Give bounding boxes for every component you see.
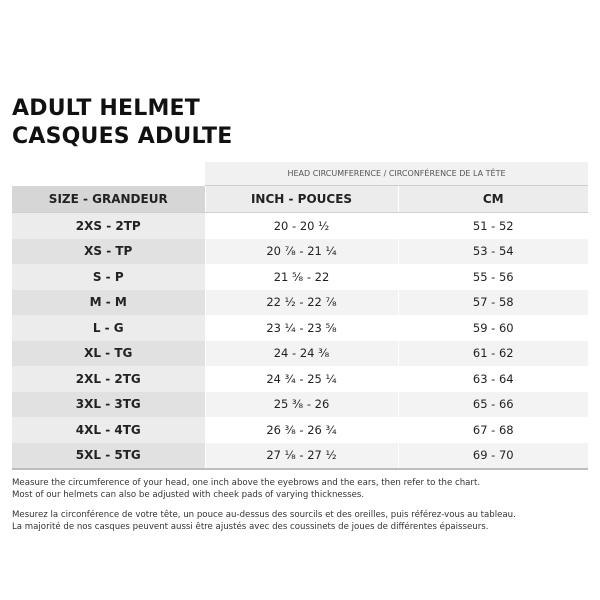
table-row: 5XL - 5TG 27 ¹⁄₈ - 27 ¹⁄₂ 69 - 70 (12, 442, 588, 470)
table-row: 2XS - 2TP 20 - 20 ¹⁄₂ 51 - 52 (12, 212, 588, 239)
size-cell: S - P (12, 264, 206, 290)
size-chart-table: SIZE - GRANDEUR INCH - POUCES CM 2XS - 2… (12, 186, 588, 470)
cm-cell: 55 - 56 (398, 264, 588, 290)
column-header-inch: INCH - POUCES (205, 186, 399, 213)
inch-cell: 21 ⁵⁄₈ - 22 (205, 264, 399, 290)
size-cell: 4XL - 4TG (12, 417, 206, 443)
cm-cell: 51 - 52 (398, 212, 588, 239)
inch-cell: 24 ³⁄₄ - 25 ¹⁄₄ (205, 366, 399, 392)
inch-cell: 27 ¹⁄₈ - 27 ¹⁄₂ (205, 442, 399, 470)
inch-cell: 25 ³⁄₈ - 26 (205, 391, 399, 417)
table-row: XL - TG 24 - 24 ³⁄₈ 61 - 62 (12, 340, 588, 366)
title-english: ADULT HELMET (12, 96, 200, 121)
title-french: CASQUES ADULTE (12, 124, 233, 149)
instructions-french: Mesurez la circonférence de votre tête, … (12, 510, 516, 533)
size-cell: M - M (12, 289, 206, 315)
instructions-english: Measure the circumference of your head, … (12, 478, 516, 501)
size-cell: 3XL - 3TG (12, 391, 206, 417)
size-cell: L - G (12, 315, 206, 341)
inch-cell: 24 - 24 ³⁄₈ (205, 340, 399, 366)
table-row: 4XL - 4TG 26 ³⁄₈ - 26 ³⁄₄ 67 - 68 (12, 417, 588, 443)
size-cell: XS - TP (12, 238, 206, 264)
cm-cell: 67 - 68 (398, 417, 588, 443)
cm-cell: 61 - 62 (398, 340, 588, 366)
table-row: XS - TP 20 ⁷⁄₈ - 21 ¹⁄₄ 53 - 54 (12, 238, 588, 264)
column-header-cm: CM (398, 186, 588, 213)
size-cell: XL - TG (12, 340, 206, 366)
instructions: Measure the circumference of your head, … (12, 478, 516, 542)
header-row: SIZE - GRANDEUR INCH - POUCES CM (12, 186, 588, 213)
inch-cell: 20 - 20 ¹⁄₂ (205, 212, 399, 239)
cm-cell: 59 - 60 (398, 315, 588, 341)
column-header-size: SIZE - GRANDEUR (12, 186, 206, 213)
note-line: Measure the circumference of your head, … (12, 478, 481, 488)
cm-cell: 63 - 64 (398, 366, 588, 392)
inch-cell: 23 ¹⁄₄ - 23 ⁵⁄₈ (205, 315, 399, 341)
inch-cell: 26 ³⁄₈ - 26 ³⁄₄ (205, 417, 399, 443)
note-line: La majorité de nos casques peuvent aussi… (12, 521, 489, 532)
size-cell: 5XL - 5TG (12, 442, 206, 470)
size-cell: 2XS - 2TP (12, 212, 206, 239)
size-cell: 2XL - 2TG (12, 366, 206, 392)
table-row: S - P 21 ⁵⁄₈ - 22 55 - 56 (12, 264, 588, 290)
cm-cell: 57 - 58 (398, 289, 588, 315)
cm-cell: 69 - 70 (398, 442, 588, 470)
note-line: Most of our helmets can also be adjusted… (12, 489, 365, 500)
note-line: Mesurez la circonférence de votre tête, … (12, 510, 516, 520)
cm-cell: 53 - 54 (398, 238, 588, 264)
inch-cell: 22 ¹⁄₂ - 22 ⁷⁄₈ (205, 289, 399, 315)
table-row: 2XL - 2TG 24 ³⁄₄ - 25 ¹⁄₄ 63 - 64 (12, 366, 588, 392)
table-row: 3XL - 3TG 25 ³⁄₈ - 26 65 - 66 (12, 391, 588, 417)
cm-cell: 65 - 66 (398, 391, 588, 417)
head-circumference-header: HEAD CIRCUMFERENCE / CIRCONFÉRENCE DE LA… (205, 162, 588, 186)
table-row: L - G 23 ¹⁄₄ - 23 ⁵⁄₈ 59 - 60 (12, 315, 588, 341)
table-row: M - M 22 ¹⁄₂ - 22 ⁷⁄₈ 57 - 58 (12, 289, 588, 315)
inch-cell: 20 ⁷⁄₈ - 21 ¹⁄₄ (205, 238, 399, 264)
page-title: ADULT HELMET CASQUES ADULTE (12, 95, 232, 151)
